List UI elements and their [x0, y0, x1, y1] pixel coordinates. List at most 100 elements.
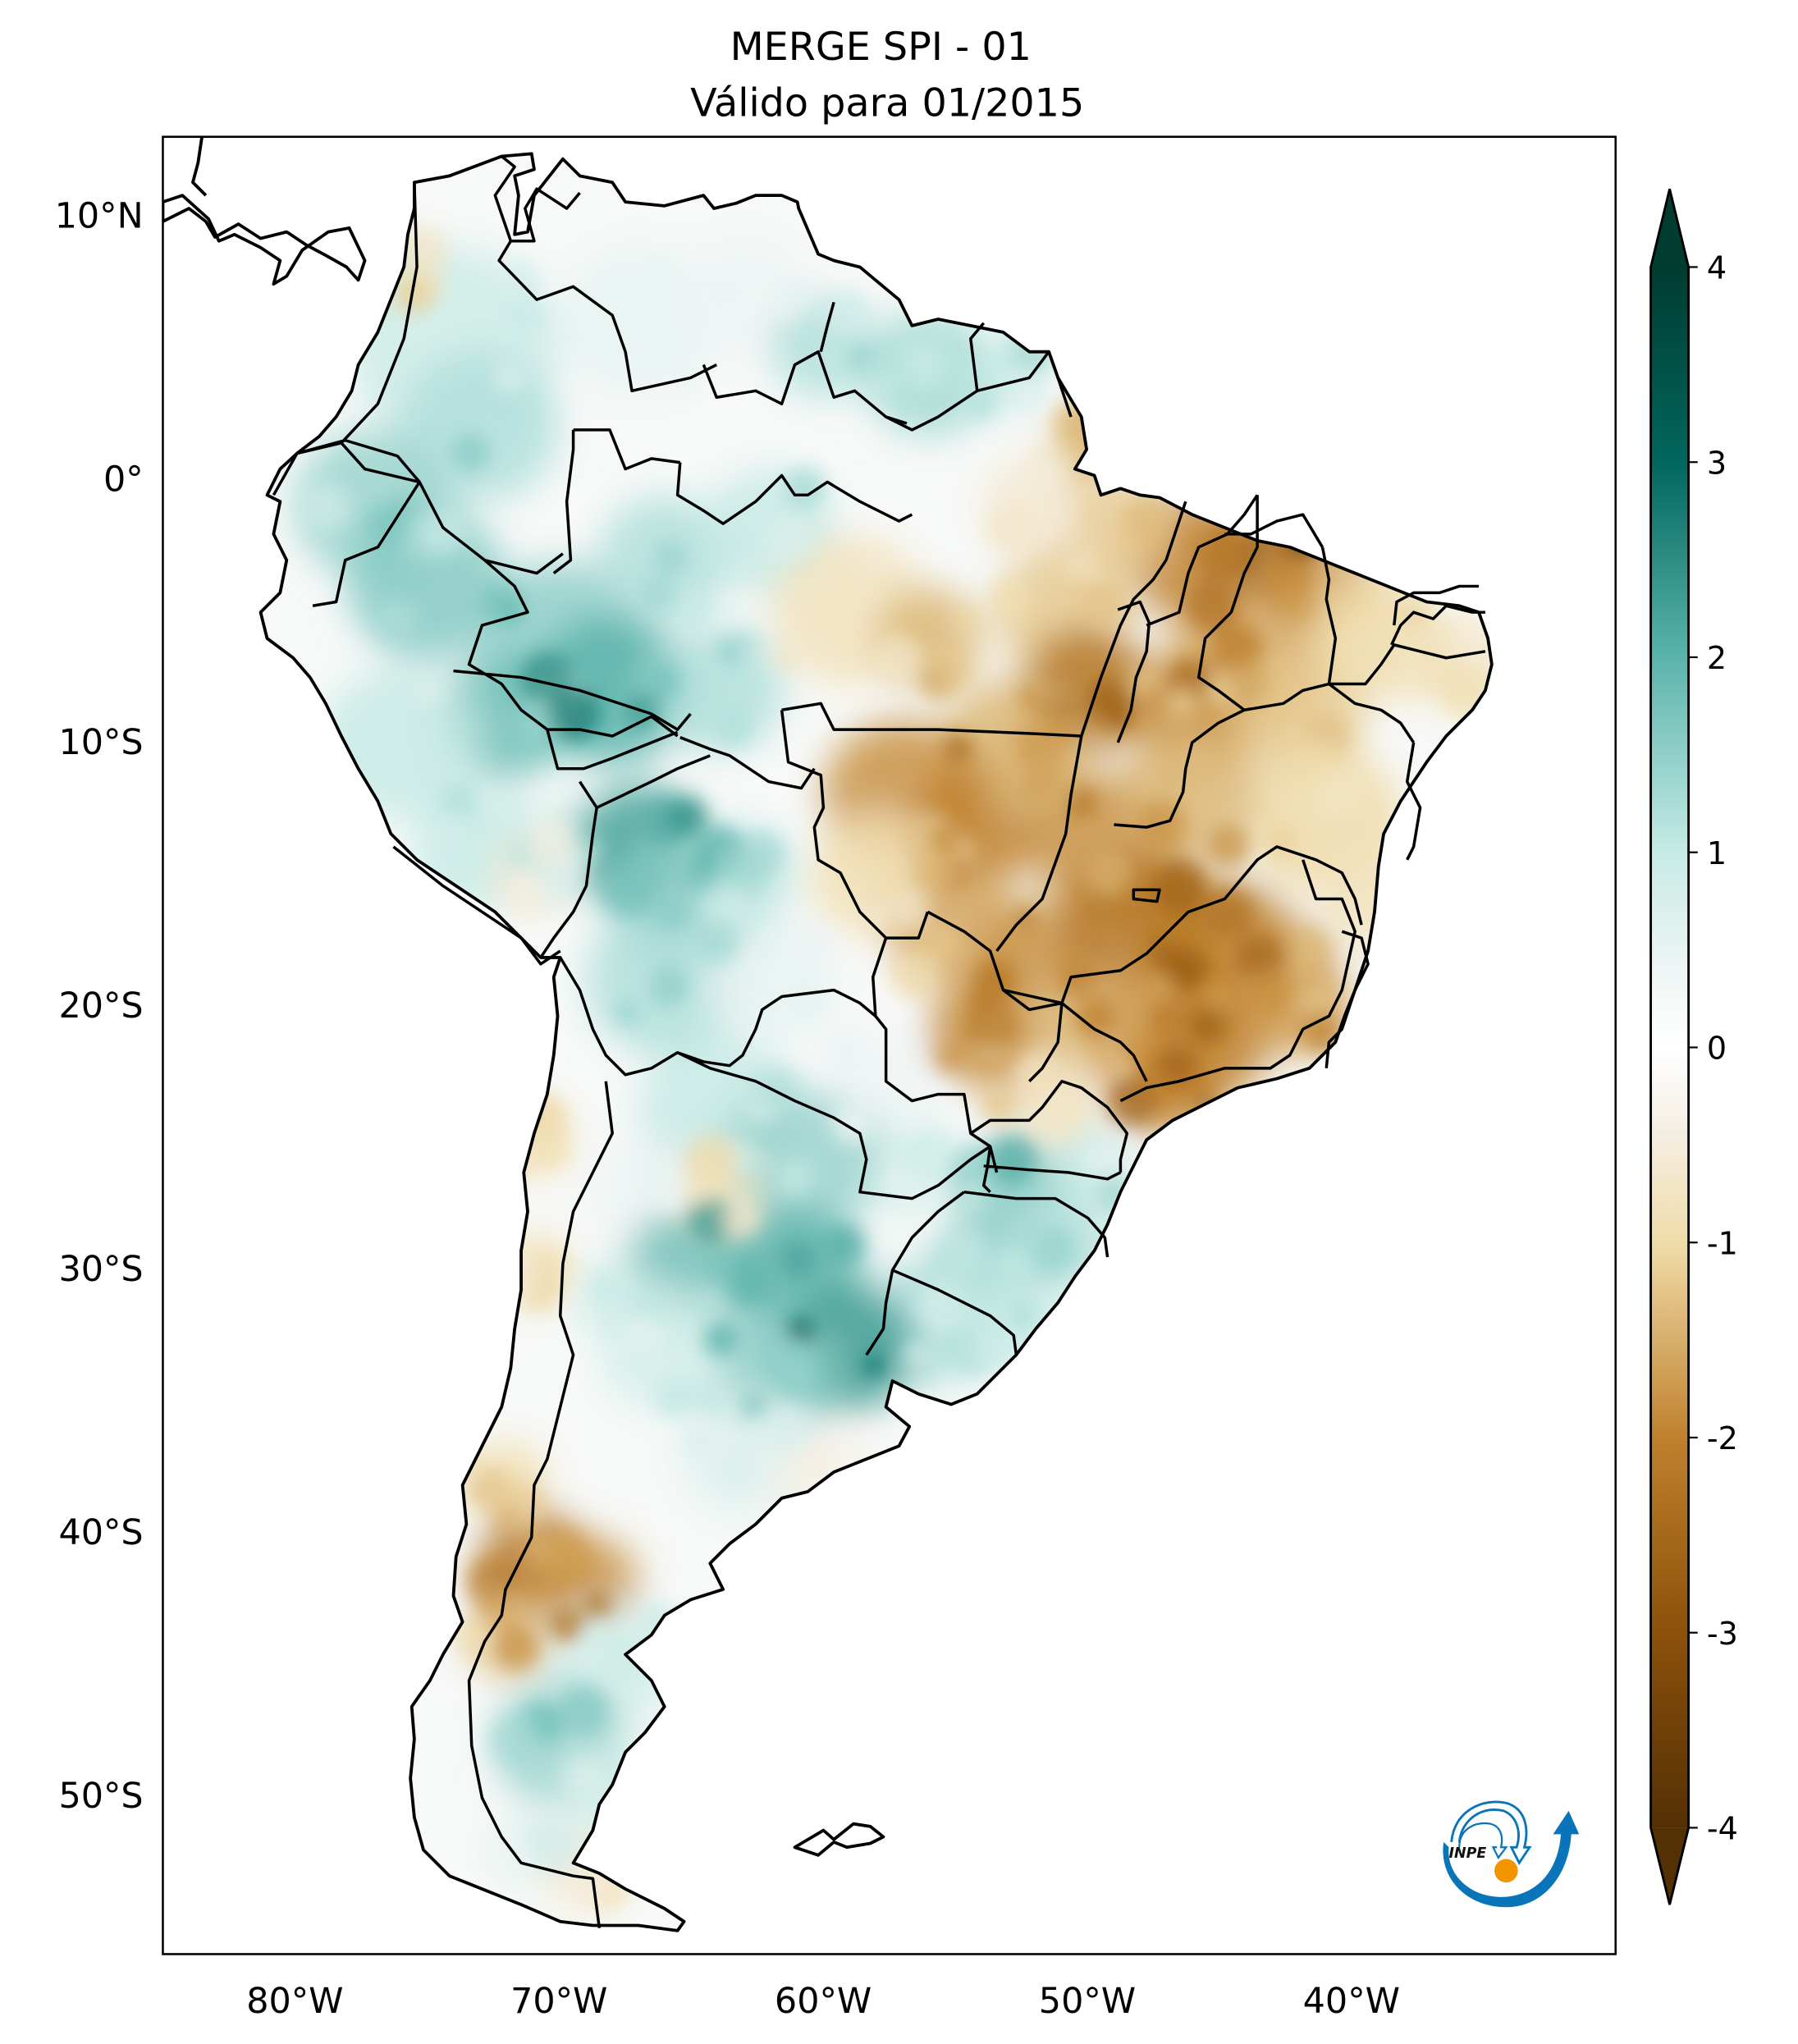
spi-cell	[493, 364, 524, 394]
colorbar-tick-label: -2	[1707, 1420, 1738, 1456]
spi-cell	[520, 652, 573, 704]
spi-cell	[967, 391, 996, 420]
spi-cell	[567, 853, 589, 875]
spi-cell	[685, 1058, 725, 1097]
spi-cell	[1206, 823, 1251, 868]
spi-cell	[495, 1626, 540, 1671]
spi-cell	[695, 919, 739, 964]
spi-cell	[1272, 583, 1307, 619]
y-tick-label: 0°	[103, 459, 144, 500]
spi-cell	[646, 254, 673, 281]
spi-cell	[507, 263, 539, 295]
x-tick-label: 80°W	[246, 1981, 343, 2022]
colorbar: 4 3 2 1 0 -1 -2 -3 -4	[1649, 188, 1738, 1905]
spi-cell	[949, 1147, 993, 1191]
spi-cell	[732, 629, 760, 657]
spi-cell	[875, 864, 908, 899]
spi-cell	[891, 950, 940, 999]
spi-cell	[430, 812, 467, 848]
spi-cell	[491, 1713, 542, 1766]
logo-sun-icon	[1494, 1859, 1518, 1883]
spi-cell	[525, 1126, 570, 1171]
colorbar-extend-bottom	[1650, 1827, 1689, 1905]
y-tick-label: 50°S	[58, 1776, 143, 1817]
spi-cell	[1015, 908, 1037, 930]
spi-cell	[1136, 801, 1185, 850]
spi-cell	[725, 494, 753, 523]
spi-cell	[1123, 493, 1171, 542]
chart-subtitle: Válido para 01/2015	[690, 80, 1084, 126]
spi-cell	[993, 578, 1033, 620]
logo-swoosh-icon	[1443, 1810, 1580, 1908]
spi-cell	[1025, 752, 1077, 805]
spi-cell	[783, 466, 826, 510]
spi-cell	[862, 1354, 885, 1376]
spi-cell	[736, 272, 780, 315]
spi-cell	[791, 924, 835, 967]
spi-cell	[1018, 686, 1046, 714]
colorbar-tick-label: 1	[1707, 835, 1727, 871]
spi-cell	[474, 411, 501, 440]
spi-cell	[717, 1447, 760, 1489]
spi-cell	[1059, 960, 1094, 996]
spi-cell	[1150, 976, 1173, 999]
spi-cell	[936, 1043, 963, 1072]
spi-cell	[803, 1444, 834, 1475]
spi-cell	[609, 331, 644, 366]
spi-cell	[560, 1685, 609, 1735]
spi-cell	[1291, 926, 1331, 967]
map-frame	[162, 135, 1617, 1955]
spi-cell	[655, 541, 688, 574]
spi-cell	[899, 338, 950, 390]
spi-cell	[1205, 889, 1254, 939]
spi-cell	[1066, 787, 1098, 819]
spi-cell	[904, 1128, 951, 1176]
spi-cell	[703, 1321, 739, 1357]
spi-cell	[653, 894, 691, 931]
spi-cell	[1235, 933, 1283, 981]
spi-cell	[640, 661, 682, 703]
chart-title: MERGE SPI - 01	[730, 25, 1032, 70]
country-borders	[272, 154, 1486, 1928]
spi-cell	[1294, 957, 1317, 980]
spi-cell	[661, 1190, 684, 1212]
spi-cell	[881, 1165, 915, 1200]
spi-cell	[416, 679, 442, 706]
inpe-logo: INPE	[1443, 1800, 1580, 1908]
spi-cell	[575, 1305, 599, 1328]
spi-cell	[1157, 1045, 1197, 1086]
spi-cell	[1155, 861, 1207, 914]
spi-cell	[528, 1819, 581, 1873]
spi-cell	[1224, 659, 1270, 705]
spi-cell	[600, 1305, 629, 1334]
spi-cell	[671, 588, 711, 628]
spi-cell	[395, 278, 432, 315]
spi-cell	[1084, 1141, 1123, 1180]
x-tick-label: 50°W	[1039, 1981, 1136, 2022]
spi-cell	[813, 343, 848, 377]
spi-cell	[970, 1334, 1003, 1366]
spi-cell	[903, 1340, 931, 1369]
spi-cell	[916, 1280, 968, 1332]
spi-cell	[1168, 687, 1198, 718]
central-america-coastline	[162, 136, 367, 286]
spi-cell	[824, 292, 872, 340]
spi-cell	[872, 633, 923, 685]
spi-cell	[1086, 583, 1132, 629]
spi-cell	[764, 1338, 813, 1387]
spi-cell	[764, 516, 811, 563]
spi-cell	[1335, 891, 1357, 913]
spi-cell	[493, 1506, 523, 1535]
logo-inner-orbit-icon	[1458, 1822, 1508, 1860]
spi-cell	[408, 230, 446, 268]
spi-cell	[919, 922, 961, 964]
spi-cell	[732, 1265, 771, 1304]
spi-cell	[451, 432, 491, 473]
spi-cell	[996, 1246, 1032, 1282]
spi-cell	[860, 546, 889, 575]
spi-cell	[603, 866, 655, 917]
spi-cell	[476, 1590, 520, 1635]
spi-cell	[1315, 769, 1366, 819]
logo-text: INPE	[1449, 1845, 1487, 1862]
